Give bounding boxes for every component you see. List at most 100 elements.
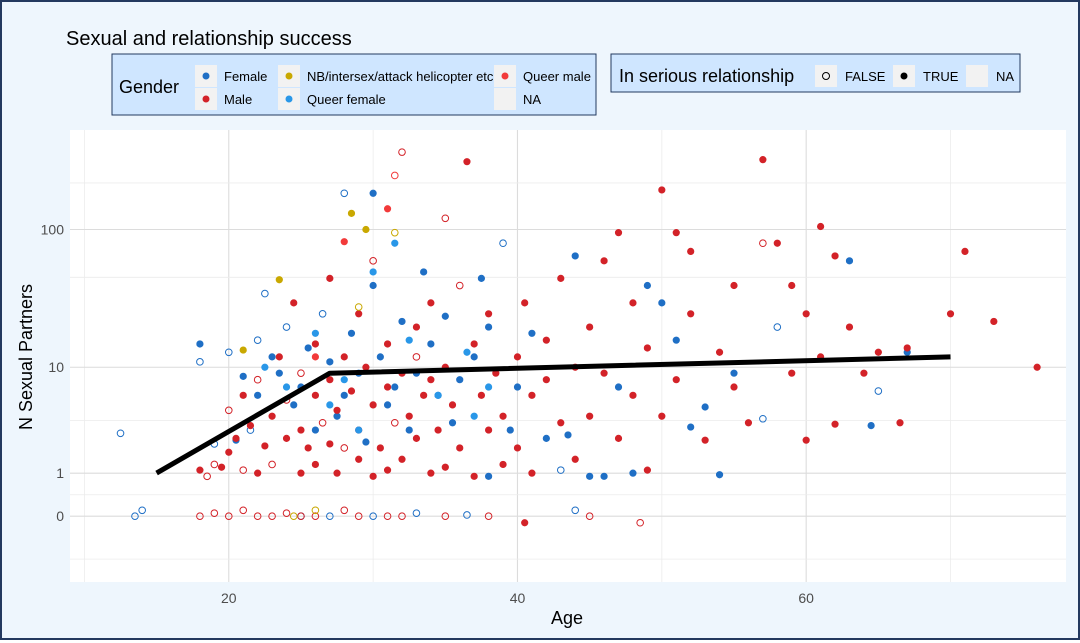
legend-label: NA — [996, 69, 1014, 84]
chart-title: Sexual and relationship success — [66, 28, 352, 50]
data-point — [759, 239, 767, 248]
data-point — [362, 438, 370, 446]
data-point — [845, 323, 854, 331]
data-point — [759, 156, 767, 164]
data-point — [687, 310, 695, 318]
data-point — [470, 472, 478, 480]
data-point — [275, 369, 283, 377]
data-point — [347, 329, 356, 337]
data-point — [261, 363, 269, 371]
data-point — [275, 276, 283, 284]
data-point — [600, 369, 608, 377]
data-point — [441, 463, 449, 471]
data-point — [427, 299, 435, 307]
data-point — [831, 252, 839, 260]
data-point — [542, 376, 550, 384]
data-point — [369, 257, 377, 265]
legend-label: NA — [523, 92, 541, 107]
data-point — [946, 310, 955, 318]
data-point — [658, 299, 666, 307]
data-point — [326, 440, 334, 448]
legend-relationship-title: In serious relationship — [619, 66, 794, 86]
data-point — [311, 340, 319, 348]
data-point — [463, 511, 471, 519]
data-point — [586, 323, 594, 331]
data-point — [369, 268, 377, 276]
y-axis-label: N Sexual Partners — [16, 284, 36, 430]
data-point — [224, 406, 233, 415]
data-point — [297, 369, 305, 377]
data-point — [383, 383, 392, 391]
data-point — [347, 209, 356, 217]
data-point — [542, 336, 550, 344]
gridlines — [70, 130, 1066, 582]
data-point — [484, 512, 493, 521]
data-point — [506, 426, 514, 434]
data-point — [326, 376, 334, 384]
legend-swatch — [501, 72, 509, 80]
data-point — [614, 434, 623, 442]
data-point — [340, 189, 349, 198]
data-point — [470, 412, 478, 420]
data-point — [383, 512, 392, 521]
data-point — [254, 469, 262, 477]
data-point — [196, 466, 204, 474]
legend-key — [494, 88, 516, 110]
data-point — [261, 442, 269, 450]
data-point — [643, 466, 651, 474]
data-point — [369, 281, 377, 290]
data-point — [355, 310, 363, 318]
data-point — [427, 469, 435, 477]
data-point — [485, 472, 493, 480]
data-point — [412, 434, 421, 442]
data-point — [687, 247, 695, 256]
data-point — [275, 353, 283, 361]
data-point — [311, 426, 319, 434]
data-point — [600, 472, 608, 480]
data-point — [239, 391, 247, 399]
data-point — [340, 238, 348, 246]
data-point — [586, 472, 594, 480]
data-point — [311, 391, 319, 399]
data-point — [557, 419, 565, 427]
data-point — [224, 512, 233, 521]
data-point — [420, 268, 428, 276]
data-point — [564, 431, 572, 439]
data-point — [138, 506, 146, 515]
data-point — [239, 346, 247, 354]
data-point — [643, 344, 651, 352]
data-point — [398, 455, 406, 463]
data-point — [521, 519, 529, 527]
trend-line-group — [155, 354, 951, 476]
data-point — [362, 363, 370, 371]
data-point — [874, 348, 882, 356]
data-point — [715, 471, 724, 479]
data-point — [513, 353, 522, 361]
data-point — [326, 401, 334, 409]
data-point — [355, 426, 363, 434]
data-point — [485, 426, 493, 434]
data-point — [383, 401, 392, 409]
data-points — [116, 148, 1041, 527]
data-point — [817, 222, 825, 231]
data-point — [340, 376, 348, 384]
data-point — [961, 247, 969, 256]
data-point — [701, 403, 709, 411]
legend-relationship: In serious relationship FALSE TRUE NA — [610, 53, 1021, 93]
data-point — [398, 317, 406, 326]
data-point — [441, 312, 449, 320]
legend-label: Queer male — [523, 69, 591, 84]
data-point — [672, 229, 680, 237]
data-point — [860, 369, 868, 377]
data-point — [528, 469, 536, 477]
data-point — [355, 455, 363, 463]
data-point — [614, 229, 623, 237]
data-point — [730, 383, 738, 391]
data-point — [347, 387, 356, 395]
data-point — [1033, 363, 1041, 371]
data-point — [405, 426, 413, 434]
data-point — [253, 375, 262, 384]
legend-label: FALSE — [845, 69, 886, 84]
data-point — [420, 391, 428, 399]
data-point — [326, 274, 334, 282]
